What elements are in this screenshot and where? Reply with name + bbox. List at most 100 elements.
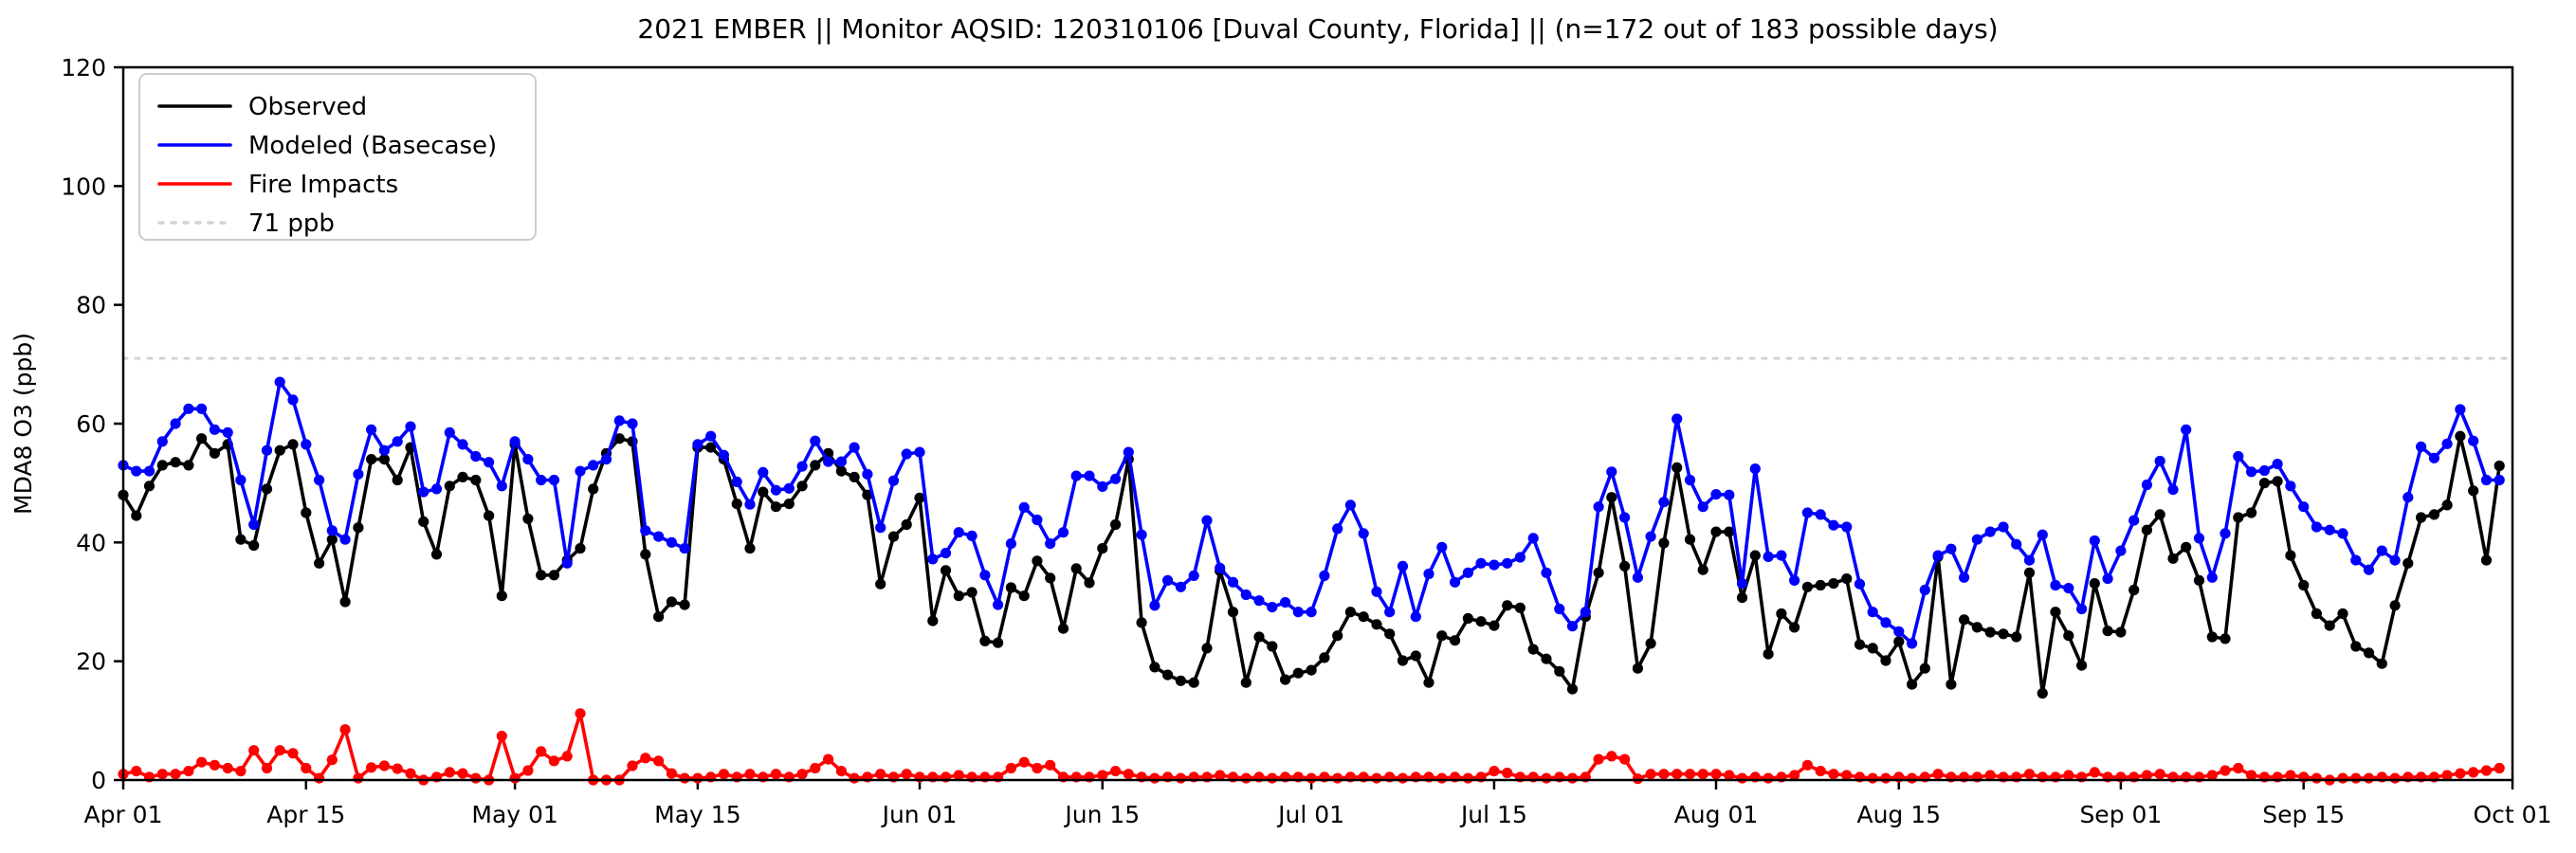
data-point [2455, 430, 2466, 442]
data-point [2298, 579, 2310, 591]
data-point [849, 772, 860, 784]
data-point [600, 454, 612, 465]
data-point [143, 465, 155, 477]
data-point [2480, 474, 2493, 486]
data-point [274, 445, 285, 456]
data-point [2233, 450, 2244, 463]
data-point [2468, 435, 2479, 446]
data-point [2376, 545, 2387, 556]
data-point [2324, 620, 2335, 631]
data-point [1306, 772, 1317, 784]
data-point [2076, 660, 2088, 671]
data-point [1619, 753, 1631, 765]
data-point [627, 418, 638, 429]
data-point [1201, 643, 1213, 654]
data-point [653, 755, 665, 767]
data-point [2363, 647, 2375, 659]
data-point [1841, 521, 1853, 533]
data-point [1606, 751, 1617, 762]
data-point [326, 534, 338, 545]
data-point [457, 471, 468, 482]
data-point [2428, 509, 2439, 520]
data-point [366, 762, 377, 773]
data-point [1344, 499, 1356, 511]
data-point [575, 708, 586, 719]
data-point [2285, 770, 2296, 781]
data-point [1227, 576, 1239, 588]
data-point [1828, 578, 1839, 590]
data-point [810, 435, 821, 446]
data-point [2311, 608, 2322, 620]
x-tick-label: May 15 [654, 801, 740, 828]
data-point [1450, 576, 1461, 588]
data-point [561, 557, 573, 569]
data-point [1801, 759, 1813, 771]
data-point [2389, 554, 2401, 566]
data-point [966, 587, 977, 598]
data-point [1527, 533, 1539, 544]
data-point [2389, 772, 2401, 784]
data-point [561, 751, 573, 762]
data-point [522, 765, 534, 776]
data-point [1749, 550, 1761, 561]
y-tick-label: 0 [91, 767, 106, 794]
data-point [1319, 652, 1330, 663]
data-point [927, 554, 939, 565]
data-point [2050, 607, 2061, 618]
data-point [170, 418, 181, 429]
data-point [2089, 535, 2100, 547]
data-point [1005, 582, 1016, 593]
data-point [287, 748, 299, 759]
legend-entry: Fire Impacts [157, 171, 398, 199]
data-point [2102, 626, 2113, 637]
data-point [143, 481, 155, 492]
data-point [613, 415, 625, 426]
data-point [796, 461, 808, 472]
data-point [1971, 534, 1982, 545]
data-point [1227, 607, 1239, 618]
data-point [196, 756, 208, 768]
data-point [2220, 633, 2231, 644]
data-point [248, 539, 260, 552]
data-point [1697, 501, 1708, 513]
data-point [2102, 573, 2113, 585]
data-point [2037, 529, 2048, 540]
data-point [1267, 772, 1278, 784]
data-point [170, 769, 181, 780]
data-point [2311, 772, 2322, 784]
data-point [2337, 772, 2348, 784]
data-point [1280, 674, 1291, 685]
data-point [679, 543, 690, 554]
data-point [1267, 641, 1278, 652]
data-point [613, 433, 625, 445]
data-point [1710, 489, 1722, 500]
data-point [353, 468, 364, 480]
data-point [1815, 766, 1826, 777]
data-point [1136, 617, 1147, 628]
data-point [1632, 572, 1643, 583]
data-point [2363, 564, 2375, 575]
y-tick-label: 40 [76, 529, 106, 556]
data-point [2468, 485, 2479, 497]
data-point [1684, 534, 1696, 545]
data-point [274, 376, 285, 388]
data-point [1776, 608, 1787, 620]
data-point [2220, 528, 2231, 539]
data-point [2128, 584, 2140, 596]
data-point [170, 457, 181, 468]
data-point [1684, 769, 1696, 780]
data-point [1188, 677, 1199, 688]
data-point [1240, 772, 1251, 784]
data-point [548, 755, 560, 767]
data-point [1384, 628, 1396, 640]
y-tick-label: 20 [76, 648, 106, 676]
data-point [1084, 577, 1095, 589]
data-point [2285, 550, 2296, 561]
data-point [196, 403, 208, 414]
plot-frame [121, 65, 2514, 782]
data-point [1736, 592, 1748, 604]
data-point [901, 448, 912, 460]
observed-series [118, 430, 2505, 699]
data-point [666, 536, 678, 548]
data-point [536, 570, 547, 581]
